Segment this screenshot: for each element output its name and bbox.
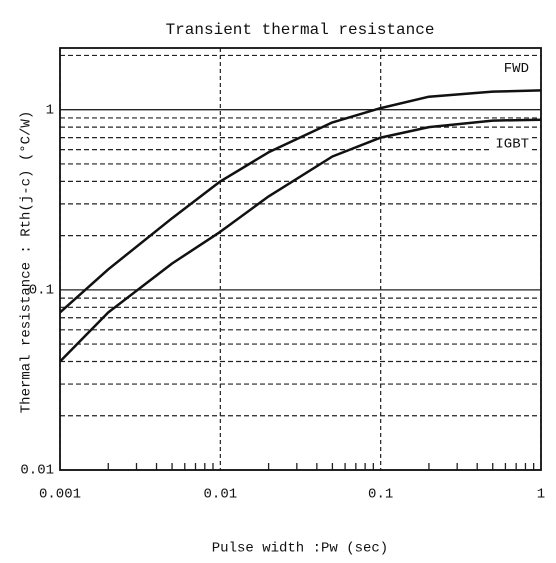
y-axis-label: Thermal resistance : Rth(j-c) (°C/W) — [19, 111, 35, 413]
x-tick-label: 0.001 — [39, 487, 81, 503]
series-label: FWD — [504, 61, 529, 77]
y-tick-label: 1 — [46, 102, 54, 118]
y-tick-label: 0.01 — [20, 463, 54, 479]
label-bg — [489, 134, 531, 153]
series-label: IGBT — [495, 136, 529, 152]
x-axis-label: Pulse width :Pw (sec) — [212, 541, 388, 557]
series-line — [59, 89, 542, 314]
y-tick-label: 0.1 — [29, 283, 54, 299]
x-tick-label: 0.01 — [204, 487, 238, 503]
x-tick-label: 0.1 — [368, 487, 393, 503]
x-tick-label: 1 — [537, 487, 545, 503]
plot-frame — [59, 47, 542, 471]
chart-title: Transient thermal resistance — [166, 21, 435, 39]
series-line — [59, 118, 542, 363]
